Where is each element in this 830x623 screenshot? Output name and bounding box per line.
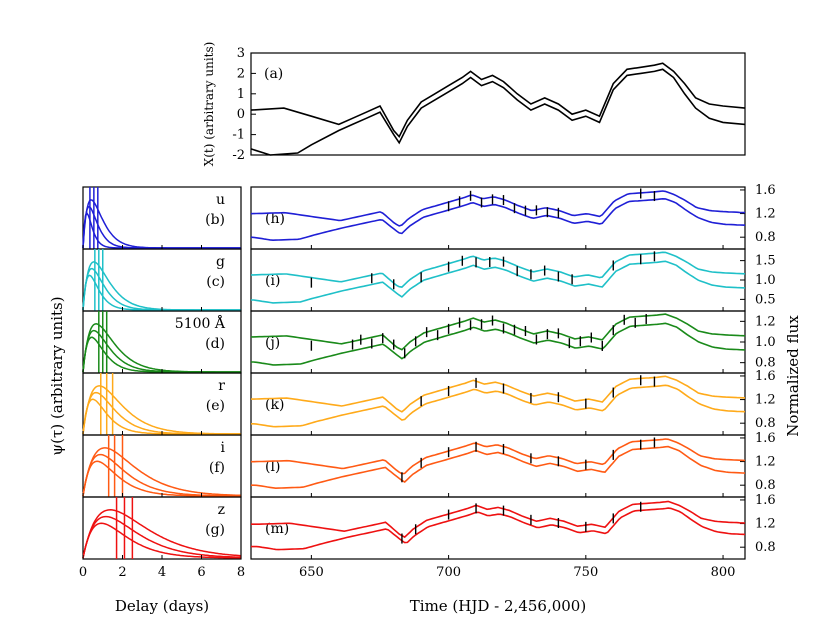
lc-ytick-label: 1.6 (755, 369, 776, 384)
lc-model-line-1 (251, 251, 746, 288)
lc-panel-label: (h) (265, 211, 285, 227)
kernel-curve (82, 385, 241, 435)
panel-a-ytick-label: 2 (237, 66, 245, 81)
kernel-curve (82, 453, 241, 497)
lc-ytick-label: 1.6 (755, 183, 776, 198)
lc-ytick-label: 1.2 (755, 517, 776, 532)
lc-frame-6 (250, 496, 746, 560)
kernel-curve (82, 447, 241, 497)
kernel-panel-2: g (c) (82, 248, 242, 312)
lc-ytick-label: 0.8 (755, 356, 776, 371)
lc-ytick-label: 0.8 (755, 478, 776, 493)
lc-panel-2: (i) 0.5 1.0 1.5 (250, 248, 776, 312)
kernel-panel-label: (g) (205, 522, 225, 538)
lc-model-line-2 (251, 260, 746, 304)
kernel-xtick-label: 0 (79, 565, 87, 580)
lc-ytick-label: 1.0 (755, 273, 776, 288)
lc-model-line-2 (251, 384, 746, 428)
lc-xtick-label: 650 (299, 565, 324, 580)
driving-series-line-1 (250, 62, 746, 139)
kernel-panel-4: r (e) (82, 372, 242, 436)
kernel-curve (82, 522, 241, 559)
panel-a-ytick-label: 0 (237, 107, 245, 122)
kernel-filter-label: i (221, 440, 226, 456)
lc-ytick-label: 0.5 (755, 292, 776, 307)
panel-a-ytick-label: -2 (232, 148, 245, 163)
lc-model-line-2 (251, 322, 746, 366)
kernel-panel-label: (b) (205, 212, 225, 228)
kernel-panel-5: i (f) (82, 434, 242, 498)
lc-ytick-label: 1.2 (755, 207, 776, 222)
lc-ytick-label: 0.8 (755, 540, 776, 555)
kernel-xtick-label: 6 (197, 565, 205, 580)
lc-ytick-label: 0.8 (755, 230, 776, 245)
lc-panel-5: (l) 0.8 1.2 1.6 (250, 431, 776, 498)
kernel-panel-label: (f) (209, 460, 225, 476)
panel-a-ylabel: X(t) (arbitrary units) (202, 42, 216, 167)
lc-panel-label: (m) (265, 521, 289, 537)
kernel-filter-label: 5100 Å (175, 314, 226, 332)
lc-xtick-label: 750 (573, 565, 598, 580)
lc-model-line-1 (251, 438, 746, 475)
light-curve-panels: (h) 0.8 1.2 1.6 (i) 0.5 1.0 1.5 (j) 0.8 1.0 1.2 (k) 0… (250, 183, 776, 580)
lc-ytick-label: 1.0 (755, 335, 776, 350)
panel-a-frame (250, 52, 746, 156)
lc-model-line-1 (251, 500, 746, 539)
kernel-panel-3: 5100 Å (d) (82, 310, 242, 374)
lc-ytick-label: 1.2 (755, 314, 776, 329)
panel-a-ytick-label: -1 (232, 128, 245, 143)
lc-ytick-label: 1.5 (755, 254, 776, 269)
panel-a-y-ticks: -2 -1 0 1 2 3 (232, 46, 256, 163)
kernel-panel-label: (e) (206, 398, 225, 414)
kernel-xtick-label: 4 (158, 565, 166, 580)
panel-driving-light-curve: (a) X(t) (arbitrary units) -2 -1 0 1 2 3 (202, 42, 746, 167)
lc-model-line-1 (251, 313, 746, 351)
lc-panel-6: (m) 0.8 1.2 1.6 (250, 493, 776, 560)
lc-panel-3: (j) 0.8 1.0 1.2 (250, 310, 776, 374)
kernel-panels: u (b) g (c) 5100 Å (d) r (e) i (f) z (g) 0 2 4 6 8 (79, 186, 245, 580)
lc-xtick-label: 700 (436, 565, 461, 580)
kernel-curve (82, 515, 241, 559)
lc-panel-label: (l) (265, 459, 280, 475)
kernel-panel-label: (c) (206, 274, 225, 290)
lc-ytick-label: 1.6 (755, 493, 776, 508)
driving-series-line-2 (250, 68, 746, 156)
lc-model-line-2 (250, 197, 746, 242)
kernel-xtick-label: 2 (118, 565, 126, 580)
kernel-filter-label: g (216, 254, 225, 270)
panel-a-series (250, 62, 746, 156)
kernel-xlabel: Delay (days) (115, 597, 209, 615)
lc-panel-4: (k) 0.8 1.2 1.6 (250, 369, 776, 436)
panel-a-label: (a) (264, 66, 283, 82)
kernel-filter-label: u (216, 192, 225, 208)
lc-ytick-label: 0.8 (755, 416, 776, 431)
lc-model-line-1 (250, 190, 746, 227)
kernel-panel-label: (d) (205, 336, 225, 352)
lc-ytick-label: 1.2 (755, 393, 776, 408)
lc-ylabel: Normalized flux (784, 315, 802, 437)
kernel-filter-label: z (218, 502, 225, 518)
kernel-ylabel: ψ(τ) (arbitrary units) (48, 296, 66, 455)
lc-panel-label: (i) (265, 273, 280, 289)
lc-model-line-2 (251, 507, 746, 551)
kernel-curve (82, 509, 242, 559)
kernel-filter-label: r (218, 378, 225, 394)
lc-xlabel: Time (HJD - 2,456,000) (410, 597, 586, 615)
kernel-panel-6: z (g) (82, 496, 242, 560)
lc-xtick-label: 800 (711, 565, 736, 580)
lc-panel-label: (j) (265, 335, 280, 351)
panel-a-ytick-label: 3 (237, 46, 245, 61)
lc-panel-label: (k) (265, 397, 284, 413)
kernel-panel-1: u (b) (82, 186, 242, 250)
panel-a-ytick-label: 1 (237, 87, 245, 102)
lc-model-line-2 (251, 445, 746, 490)
kernel-xtick-label: 8 (237, 565, 245, 580)
lc-panel-1: (h) 0.8 1.2 1.6 (250, 183, 776, 250)
lc-model-line-1 (251, 375, 746, 413)
lc-ytick-label: 1.2 (755, 455, 776, 470)
lc-ytick-label: 1.6 (755, 431, 776, 446)
